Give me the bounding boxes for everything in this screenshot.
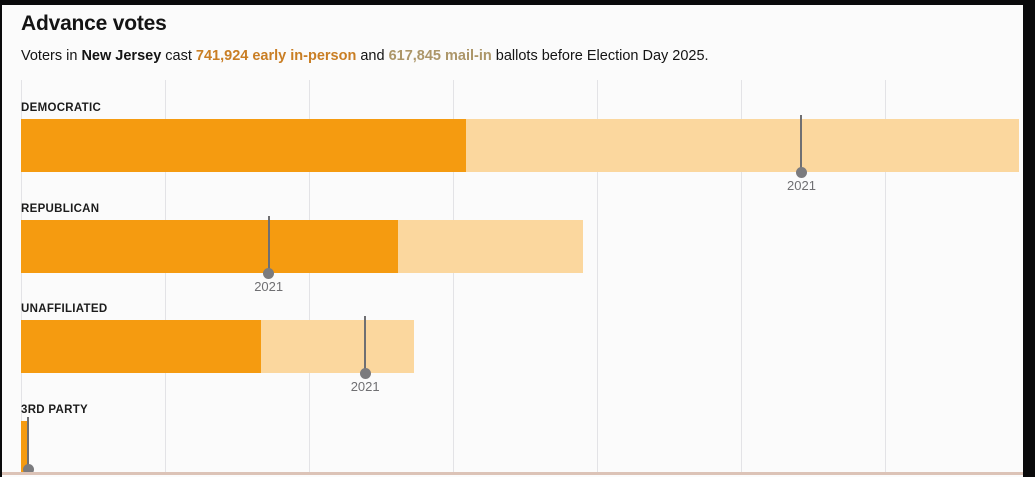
early-in-person-segment	[21, 119, 466, 172]
early-in-person-segment	[21, 220, 399, 273]
marker-2021-label: 2021	[254, 279, 284, 294]
gridline	[309, 80, 310, 472]
marker-2021-line	[364, 316, 367, 373]
gridline	[885, 80, 886, 472]
subtitle-cast: cast	[161, 48, 196, 64]
window-frame-left	[0, 0, 2, 477]
category-label: DEMOCRATIC	[21, 102, 102, 114]
gridline	[21, 80, 22, 472]
subtitle-early-in-person-value: 741,924 early in-person	[195, 48, 357, 64]
mail-in-segment	[261, 320, 415, 373]
early-in-person-segment	[21, 421, 27, 474]
gridline	[165, 80, 166, 472]
marker-2021-line	[27, 417, 30, 469]
category-label: 3RD PARTY	[21, 404, 89, 416]
chart-area: DEMOCRATIC 2021 REPUBLICAN 2021 UNAFFILIATED…	[0, 80, 1035, 477]
marker-2021-line	[800, 115, 803, 172]
bar-row	[21, 119, 1019, 172]
subtitle-prefix: Voters in	[21, 48, 82, 64]
bar-row	[21, 220, 583, 273]
subtitle-suffix: ballots before Election Day 2025.	[491, 48, 709, 64]
early-in-person-segment	[21, 320, 262, 373]
page-title: Advance votes	[21, 12, 167, 35]
subtitle-and: and	[356, 48, 389, 64]
window-frame-right	[1023, 0, 1035, 477]
marker-2021-dot	[22, 463, 34, 475]
subtitle-mail-in-value: 617,845 mail-in	[388, 48, 492, 64]
category-label: UNAFFILIATED	[21, 303, 108, 315]
gridline	[597, 80, 598, 472]
window-frame-top	[0, 0, 1035, 5]
mail-in-segment	[465, 119, 1019, 172]
gridline	[453, 80, 454, 472]
chart-subtitle: Voters in New Jersey cast 741,924 early …	[21, 48, 709, 64]
marker-2021-label: 2021	[787, 178, 816, 193]
marker-2021-dot	[359, 367, 371, 379]
marker-2021-dot	[263, 267, 275, 279]
mail-in-segment	[398, 220, 583, 273]
marker-2021-dot	[795, 166, 807, 178]
subtitle-state: New Jersey	[81, 48, 162, 64]
category-label: REPUBLICAN	[21, 203, 100, 215]
bottom-rule	[0, 472, 1035, 475]
marker-2021-line	[267, 216, 270, 273]
mail-in-segment	[26, 421, 28, 474]
gridline	[741, 80, 742, 472]
bar-row	[21, 421, 28, 474]
marker-2021-label: 2021	[350, 379, 380, 394]
bar-row	[21, 320, 415, 373]
